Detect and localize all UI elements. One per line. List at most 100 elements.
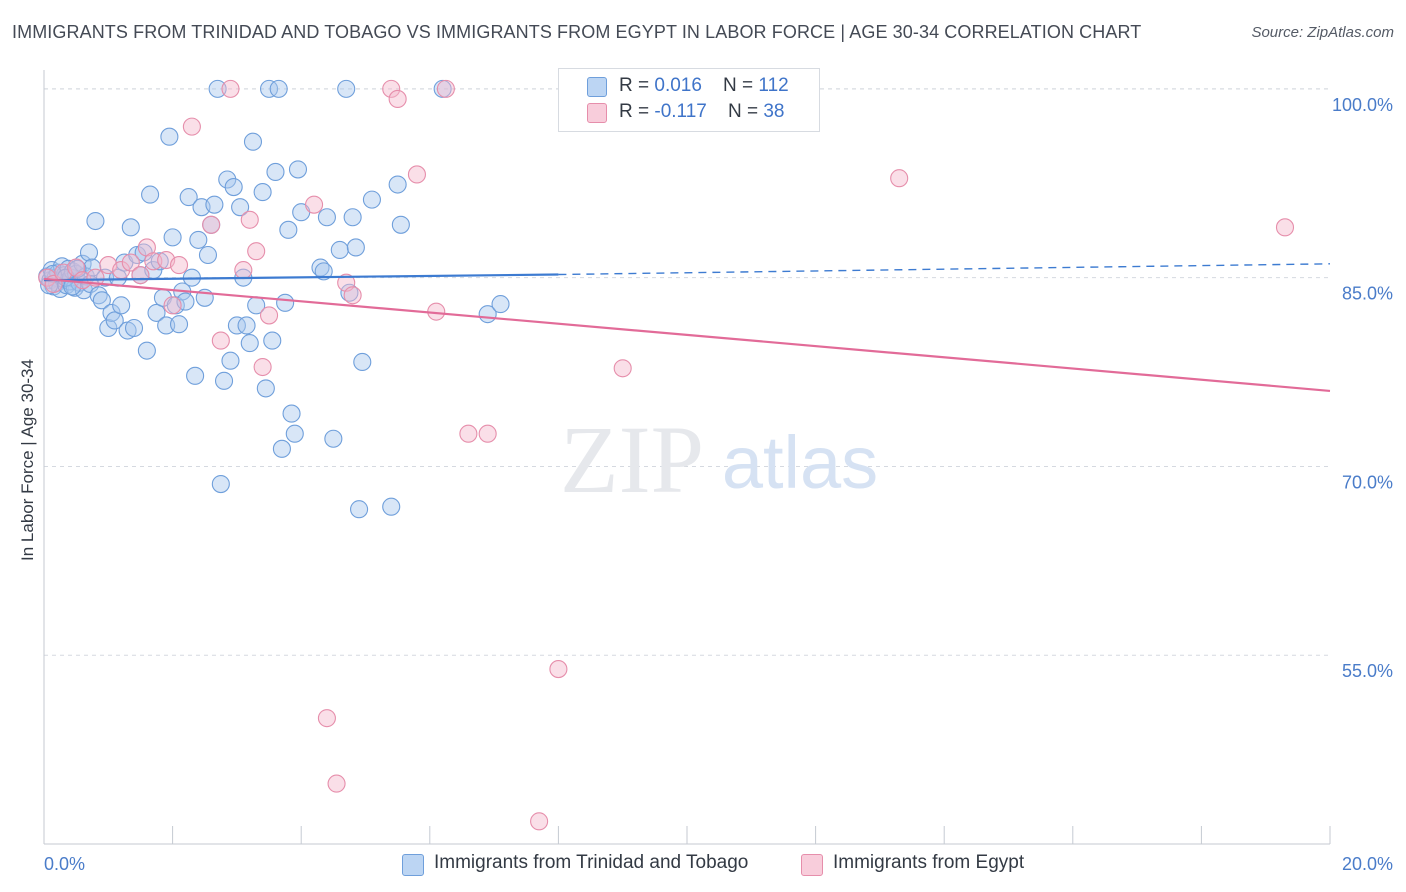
egypt-point (382, 79, 401, 98)
bottom-legend-swatch-pink (801, 854, 823, 876)
trinidad-point (218, 170, 237, 189)
egypt-point (613, 359, 632, 378)
legend-r-value: -0.117 (654, 101, 707, 122)
trinidad-point (198, 245, 218, 265)
trinidad-point (276, 293, 295, 312)
trinidad-point (124, 318, 144, 338)
trend-layer (43, 263, 1331, 393)
x-tick-label-min: 0.0% (44, 854, 85, 874)
legend-swatch-blue (587, 77, 607, 97)
egypt-point (221, 79, 240, 98)
trinidad-point (189, 230, 208, 249)
legend-r-value: 0.016 (654, 75, 702, 96)
legend-r-label: R = (619, 75, 655, 96)
egypt-point (259, 306, 279, 325)
y-tick-label: 70.0% (1342, 472, 1393, 492)
trinidad-point (279, 220, 298, 239)
egypt-point (436, 79, 455, 98)
legend-swatch-pink (587, 103, 607, 123)
trinidad-point (237, 316, 256, 335)
trinidad-point (269, 79, 288, 98)
egypt-trend-line (43, 277, 1331, 393)
bottom-legend-label-trinidad: Immigrants from Trinidad and Tobago (434, 852, 749, 873)
watermark-atlas: atlas (722, 421, 878, 504)
trinidad-point (121, 218, 140, 237)
egypt-point (163, 296, 182, 315)
x-tick-label-max: 20.0% (1342, 854, 1393, 874)
trinidad-point (79, 243, 99, 262)
trinidad-point (343, 208, 362, 227)
trinidad-point (141, 185, 160, 204)
trinidad-point (211, 475, 230, 494)
trinidad-point (353, 352, 372, 372)
egypt-point (459, 424, 478, 443)
trinidad-point (89, 286, 108, 305)
trinidad-point (282, 404, 301, 423)
egypt-point (234, 261, 253, 280)
bottom-legend-label-egypt: Immigrants from Egypt (833, 852, 1025, 873)
egypt-point (890, 169, 909, 188)
egypt-point (211, 331, 230, 350)
trinidad-point (68, 259, 87, 278)
egypt-point (144, 252, 163, 271)
egypt-point (317, 709, 336, 728)
trinidad-point (350, 500, 369, 519)
egypt-point (327, 774, 346, 793)
trinidad-point (179, 188, 198, 207)
correlation-legend: R = 0.016 N = 112 R = -0.117 N = 38 (558, 68, 820, 132)
egypt-point (247, 242, 266, 261)
trinidad-point (208, 79, 227, 98)
legend-n-value: 112 (758, 75, 789, 96)
trinidad-point (150, 252, 169, 271)
trinidad-point (147, 303, 166, 322)
legend-n-label: N = (723, 75, 759, 96)
trinidad-point (160, 127, 179, 146)
trinidad-point (382, 497, 401, 516)
egypt-point (169, 256, 189, 275)
egypt-point (343, 286, 362, 305)
egypt-point (182, 117, 201, 136)
trinidad-point (337, 79, 356, 98)
trinidad-point (346, 238, 365, 257)
trinidad-point (388, 175, 407, 194)
trinidad-point (266, 162, 285, 181)
trinidad-point (186, 366, 205, 385)
trinidad-point (163, 228, 182, 247)
trinidad-point (105, 311, 124, 330)
grid-layer (44, 88, 1330, 656)
trinidad-point (324, 429, 343, 448)
egypt-point (549, 660, 568, 679)
trinidad-point (205, 195, 224, 214)
trinidad-point (259, 79, 279, 98)
axis-layer (43, 70, 1331, 845)
trinidad-point (362, 190, 381, 209)
bottom-legend-swatch-blue (402, 854, 424, 876)
watermark: ZIP atlas (560, 406, 878, 513)
tick-label-layer: 55.0% 70.0% 85.0% 100.0% 0.0% 20.0% (44, 95, 1393, 874)
y-tick-label: 85.0% (1342, 284, 1393, 304)
chart-title: IMMIGRANTS FROM TRINIDAD AND TOBAGO VS I… (12, 22, 1142, 42)
trinidad-point (340, 283, 359, 302)
trinidad-trend-extension (558, 263, 1331, 276)
trinidad-trend-line (43, 273, 559, 282)
trinidad-point (330, 240, 349, 260)
egypt-point (240, 210, 259, 229)
egypt-point (305, 195, 324, 214)
egypt-point (388, 89, 407, 108)
trinidad-point (227, 316, 246, 335)
trinidad-point (256, 379, 275, 398)
trinidad-point (243, 132, 263, 151)
legend-n-label: N = (727, 101, 764, 122)
legend-n-value: 38 (763, 101, 785, 122)
trinidad-point (288, 160, 308, 179)
trinidad-point (112, 296, 131, 315)
trinidad-point (157, 316, 176, 335)
egypt-point (131, 266, 150, 285)
trinidad-point (99, 318, 118, 338)
trinidad-point (491, 295, 510, 314)
trinidad-point (169, 315, 189, 334)
egypt-point (530, 812, 549, 831)
trinidad-point (92, 291, 111, 310)
trinidad-point (263, 331, 282, 350)
